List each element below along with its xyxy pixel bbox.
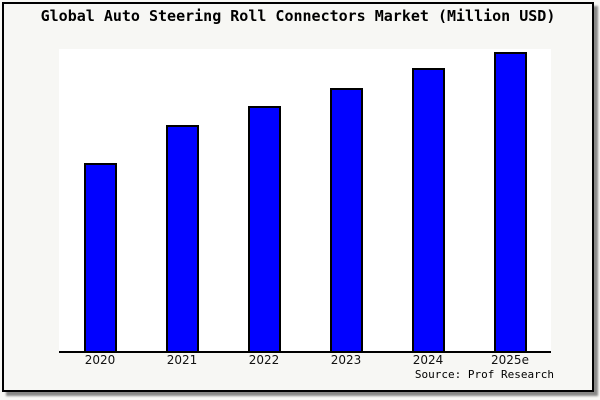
chart-title: Global Auto Steering Roll Connectors Mar… [40, 7, 556, 25]
x-tick-label-2021: 2021 [166, 353, 198, 367]
x-tick-label-2022: 2022 [248, 353, 280, 367]
bar-2021 [165, 125, 199, 351]
bar-slot-2022 [223, 49, 305, 351]
chart-window: Global Auto Steering Roll Connectors Mar… [2, 2, 594, 392]
bar-2023 [329, 87, 363, 351]
x-tick-label-2024: 2024 [412, 353, 444, 367]
x-tick-label-2023: 2023 [330, 353, 362, 367]
bar-slot-2021 [141, 49, 223, 351]
x-axis-tick-labels: 2020 2021 2022 2023 2024 2025e [59, 353, 551, 367]
x-tick-label-2020: 2020 [84, 353, 116, 367]
x-tick-label-2025e: 2025e [491, 353, 529, 367]
plot-area [59, 49, 551, 353]
bar-2022 [247, 105, 281, 351]
bar-2025e [493, 52, 527, 351]
bar-slot-2020 [59, 49, 141, 351]
bar-slot-2025e [469, 49, 551, 351]
bars-container [59, 49, 551, 351]
bar-2024 [411, 68, 445, 351]
bar-slot-2024 [387, 49, 469, 351]
bar-slot-2023 [305, 49, 387, 351]
bar-2020 [83, 162, 117, 351]
source-credit: Source: Prof Research [414, 368, 554, 381]
